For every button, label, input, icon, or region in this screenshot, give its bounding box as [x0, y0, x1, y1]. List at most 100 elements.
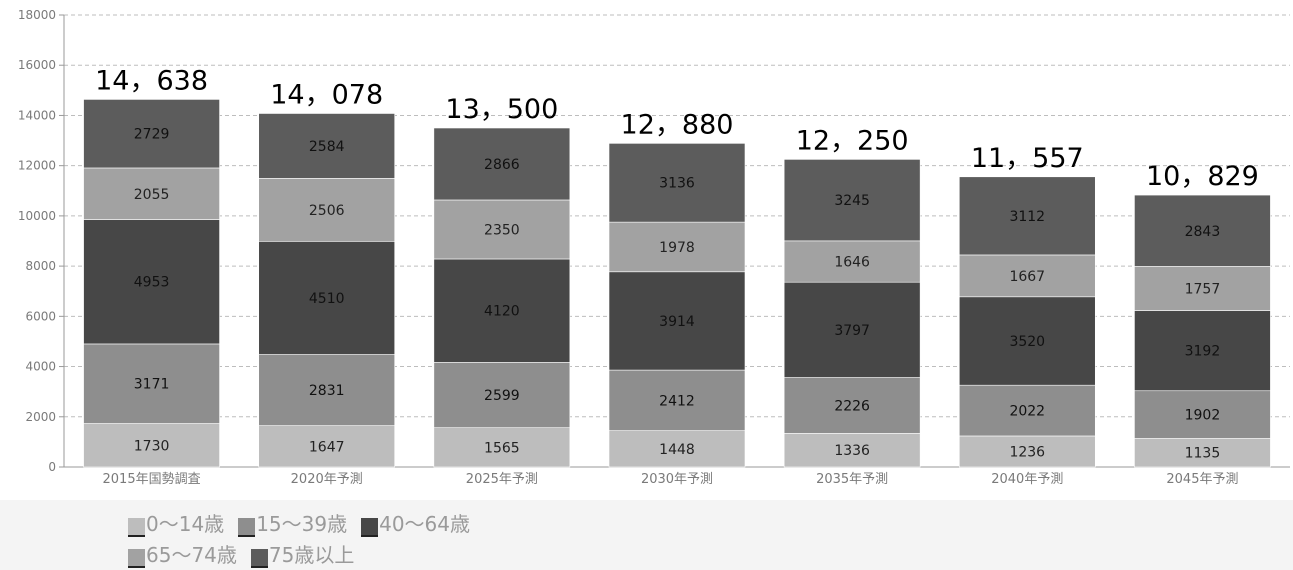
y-tick-label: 0	[48, 460, 56, 474]
bar-segment	[958, 176, 1096, 256]
bar-total-label: 10，829	[1146, 161, 1259, 192]
legend-label: 65～74歳	[146, 543, 237, 567]
bar-segment	[608, 369, 746, 431]
data-label: 2584	[309, 139, 345, 155]
bar-segment	[433, 258, 571, 363]
data-label: 2055	[134, 187, 170, 203]
data-label: 2831	[309, 383, 345, 399]
bar-segment	[1134, 194, 1271, 267]
bar-total-label: 13，500	[445, 94, 558, 125]
x-tick-label: 2030年予測	[641, 472, 713, 487]
chart-area: 0 2000 4000 6000 8000 10000 12000 14000 16000 180…	[0, 0, 1293, 500]
data-label: 4120	[484, 304, 520, 320]
y-tick-label: 12000	[18, 159, 56, 173]
bar-segment	[958, 296, 1096, 386]
data-label: 2599	[484, 388, 520, 404]
data-label: 2866	[484, 157, 520, 173]
x-tick-label: 2015年国勢調査	[103, 472, 201, 487]
data-label: 1647	[309, 439, 345, 455]
data-label: 3112	[1009, 209, 1045, 225]
bar-segment	[83, 167, 220, 220]
legend-label: 15～39歳	[256, 512, 348, 536]
bar-total-label: 11，557	[971, 143, 1084, 174]
bar-segment	[1134, 390, 1271, 439]
data-label: 2729	[134, 127, 170, 143]
bar-segment	[783, 433, 921, 468]
bar-segment	[783, 159, 921, 242]
legend-item-75-plus: 75歳以上	[250, 539, 355, 568]
data-label: 1646	[834, 255, 870, 271]
data-label: 3192	[1185, 344, 1221, 360]
bar-segment	[433, 199, 571, 260]
data-label: 3245	[834, 193, 870, 209]
bar-segment	[783, 377, 921, 434]
bar-segment	[433, 427, 571, 468]
bar-segment	[1134, 266, 1271, 311]
legend-item-65-74: 65～74歳	[128, 539, 237, 568]
stacked-bar-chart: 0 2000 4000 6000 8000 10000 12000 14000 16000 180…	[18, 8, 1290, 487]
data-label: 1757	[1185, 282, 1221, 298]
bar-segment	[1134, 310, 1271, 392]
bar-segment	[83, 99, 220, 169]
legend-swatch	[238, 518, 256, 537]
data-label: 2350	[484, 222, 520, 238]
data-label: 1730	[134, 438, 170, 454]
data-label: 2226	[834, 399, 870, 415]
data-label: 1448	[659, 442, 695, 458]
data-label: 2412	[659, 393, 695, 409]
data-label: 2022	[1009, 404, 1045, 420]
bar-segment	[958, 384, 1096, 437]
x-tick-label: 2020年予測	[291, 472, 363, 487]
data-label: 4510	[309, 291, 345, 307]
data-label: 2843	[1185, 224, 1221, 240]
data-label: 1336	[834, 443, 870, 459]
x-tick-label: 2045年予測	[1166, 472, 1238, 487]
data-label: 1565	[484, 440, 520, 456]
bar-segment	[258, 425, 396, 468]
bar-segment	[958, 254, 1096, 298]
bar-segment	[433, 362, 571, 429]
data-label: 2506	[309, 203, 345, 219]
bar-segment	[783, 281, 921, 378]
data-label: 3914	[659, 314, 695, 330]
y-tick-label: 8000	[25, 259, 56, 273]
data-label: 3520	[1009, 334, 1045, 350]
bar-segment	[83, 343, 220, 424]
bar-segment	[608, 271, 746, 371]
legend-swatch	[250, 549, 268, 568]
y-tick-label: 4000	[25, 360, 56, 374]
data-label: 1667	[1009, 269, 1045, 285]
data-label: 1978	[659, 240, 695, 256]
legend-label: 40～64歳	[379, 512, 470, 536]
data-label: 3797	[834, 323, 870, 339]
y-tick-label: 18000	[18, 8, 56, 22]
bar-segment	[608, 221, 746, 273]
y-tick-label: 14000	[18, 108, 56, 122]
bar-segment	[608, 143, 746, 223]
legend-item-40-64: 40～64歳	[361, 508, 470, 537]
y-tick-label: 10000	[18, 209, 56, 223]
data-label: 1902	[1185, 408, 1221, 424]
legend-label: 75歳以上	[268, 543, 355, 567]
x-tick-label: 2025年予測	[466, 472, 538, 487]
bar-segment	[258, 178, 396, 242]
legend-swatch	[128, 549, 145, 568]
bar-segment	[783, 240, 921, 283]
legend-swatch	[361, 518, 379, 537]
y-tick-label: 6000	[25, 309, 56, 323]
bar-total-label: 14，638	[95, 65, 208, 96]
bar-total-label: 12，250	[796, 125, 909, 156]
bar-segment	[433, 127, 571, 201]
bar-total-label: 12，880	[621, 109, 734, 140]
x-tick-label: 2035年予測	[816, 472, 888, 487]
legend-row-2: 65～74歳 75歳以上	[128, 539, 354, 568]
data-label: 3136	[659, 176, 695, 192]
bar-segment	[258, 241, 396, 355]
legend-label: 0～14歳	[146, 512, 225, 536]
data-label: 1135	[1185, 446, 1221, 462]
bar-total-label: 14，078	[270, 79, 383, 110]
data-label: 3171	[134, 377, 170, 393]
bar-segment	[958, 435, 1096, 468]
legend-row-1: 0～14歳 15～39歳 40～64歳	[128, 508, 470, 537]
legend-item-0-14: 0～14歳	[128, 508, 224, 537]
